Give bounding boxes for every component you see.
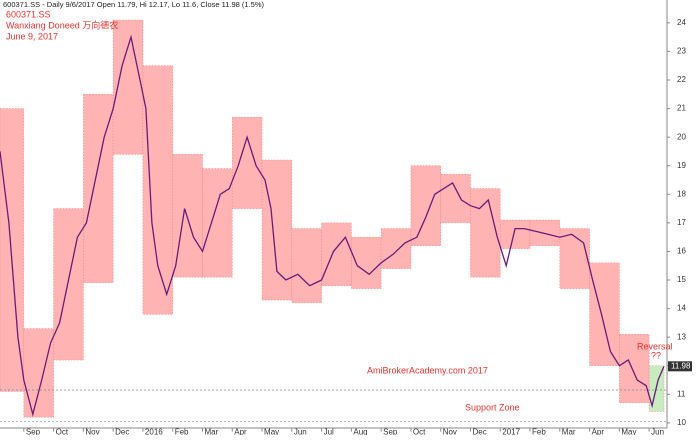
y-tick-label: 14 [677,304,686,313]
x-tick-label: May [264,428,279,435]
range-box [619,334,650,404]
y-tick-label: 21 [677,104,686,113]
x-tick-label: Jun [651,428,664,435]
y-tick-label: 13 [677,332,686,341]
header: 600371.SS - Daily 9/6/2017 Open 11.79, H… [3,0,265,9]
annotation: AmiBrokerAcademy.com 2017 [367,365,488,375]
x-tick-label: Nov [443,428,457,435]
range-box [142,65,174,315]
annotation: ?? [651,350,661,360]
x-tick-label: Aug [353,428,367,435]
x-tick-label: Sep [26,428,41,435]
annotation: Support Zone [465,402,520,412]
range-box [291,228,322,304]
chart-title: 600371.SS [6,9,51,19]
x-tick-label: Feb [532,428,546,435]
range-box [231,116,263,209]
x-tick-label: Oct [413,428,426,435]
range-box [410,165,441,247]
x-tick-label: Feb [175,428,189,435]
x-tick-label: Sep [383,428,398,435]
y-tick-label: 16 [677,247,686,256]
range-box [0,108,25,392]
x-tick-label: Nov [85,428,99,435]
x-tick-label: Jun [294,428,307,435]
date: June 9, 2017 [6,31,58,41]
y-tick-label: 20 [677,132,686,141]
range-box [202,168,233,278]
plot-area [0,19,667,422]
x-tick-label: May [621,428,636,435]
range-box [380,228,412,269]
y-tick-label: 15 [677,275,686,284]
y-tick-label: 10 [677,418,686,427]
x-tick-label: 2016 [145,428,163,435]
price-line [0,34,665,417]
range-box [440,173,471,224]
y-tick-label: 11 [677,389,686,398]
y-tick-label: 24 [677,18,686,27]
range-box [589,262,620,367]
range-box [23,328,54,418]
y-tick-label: 17 [677,218,686,227]
y-tick-label: 23 [677,47,686,56]
x-tick-label: Dec [115,428,129,435]
last-price-label: 11.98 [671,361,691,370]
x-tick-label: Jul [324,428,334,435]
y-tick-label: 18 [677,189,686,198]
x-tick-label: Apr [234,428,247,435]
x-tick-label: Apr [592,428,605,435]
last-price-box [668,361,692,372]
subtitle: Wanxiang Doneed 万向德农 [6,19,118,30]
range-box [321,222,352,287]
range-box [529,219,561,247]
x-tick-label: Dec [472,428,486,435]
range-box [499,219,531,249]
x-tick-label: Mar [562,428,576,435]
range-box [53,208,84,361]
y-tick-label: 19 [677,161,686,170]
x-tick-label: 2017 [502,428,520,435]
x-tick-label: Mar [204,428,218,435]
x-tick-label: Oct [56,428,69,435]
range-box [559,228,590,289]
annotation: Reversal [637,341,673,351]
y-tick-label: 22 [677,75,686,84]
